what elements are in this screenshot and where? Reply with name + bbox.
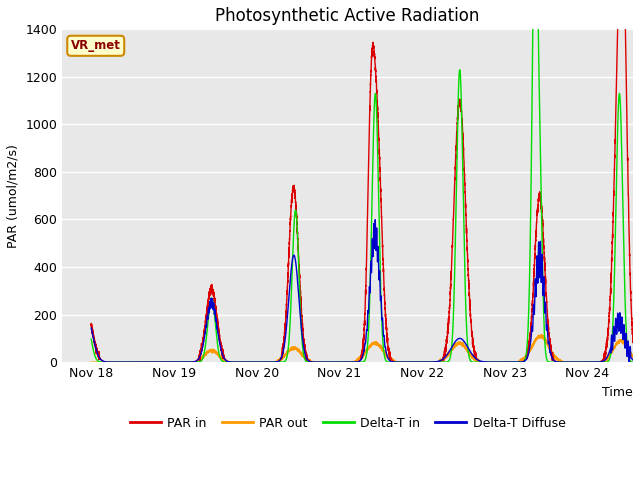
Y-axis label: PAR (umol/m2/s): PAR (umol/m2/s) [7, 144, 20, 248]
Text: VR_met: VR_met [71, 39, 121, 52]
X-axis label: Time: Time [602, 385, 633, 398]
Title: Photosynthetic Active Radiation: Photosynthetic Active Radiation [216, 7, 480, 25]
Legend: PAR in, PAR out, Delta-T in, Delta-T Diffuse: PAR in, PAR out, Delta-T in, Delta-T Dif… [125, 412, 570, 435]
